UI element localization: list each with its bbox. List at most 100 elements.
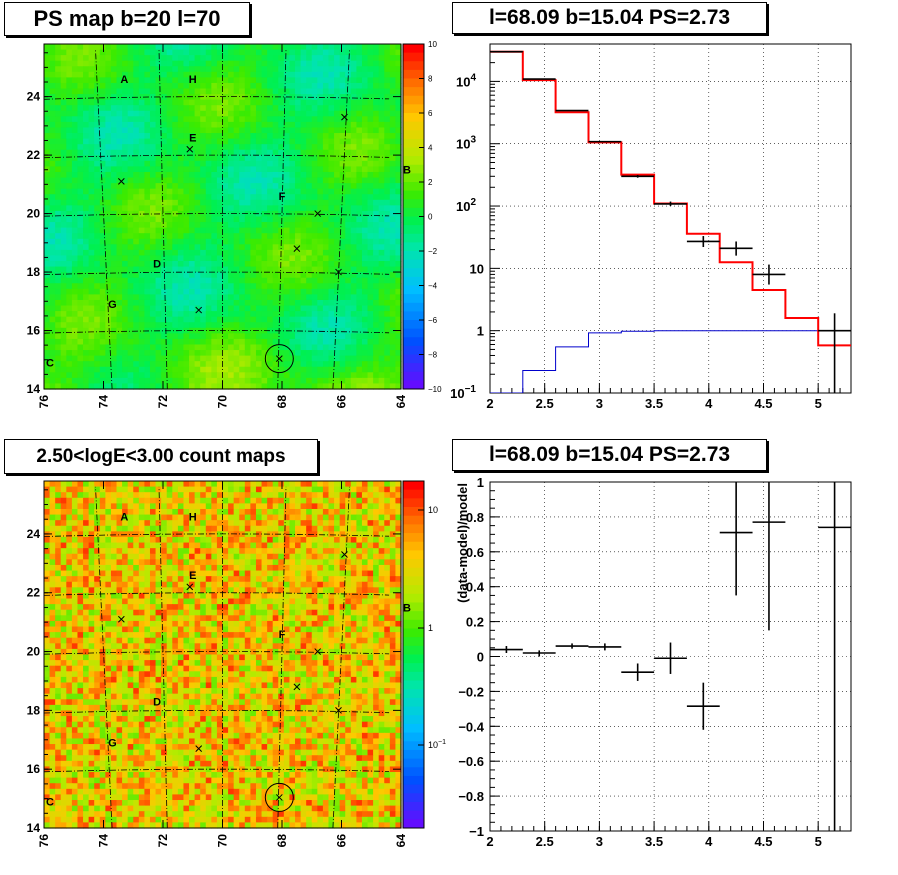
count-map-ytick-label: 16 [27,762,41,776]
count-map-colorbar-cell [403,689,424,699]
fit-plot-frame [489,43,852,394]
ps-map-source-cross [335,268,342,276]
count-map-colorbar-cell [403,628,424,638]
count-map-grid-latitude [43,710,390,714]
count-map-colorbar-cell [403,723,424,734]
count-map-colorbar-frame [402,480,425,829]
ps-map-colorbar-cell [403,294,424,304]
count-map-grid-latitude [43,592,390,596]
count-map-colorbar-label: 1 [428,623,433,633]
ps-map-grid-longitude [158,49,168,390]
count-map-source-label: A [120,511,128,523]
count-map-ytick-label: 24 [27,527,41,541]
count-map-source-cross [341,551,348,558]
resid-plot-ytick-label: −1 [469,824,484,839]
count-map-colorbar-cell [403,507,424,517]
count-map-xtick-label: 68 [275,834,289,848]
count-map-grid-longitude [332,486,350,829]
ps-map-colorbar-cell [403,268,424,278]
ps-map-ytick-label: 24 [27,90,41,104]
count-map-grid-latitude [43,768,390,773]
ps-map-colorbar-cell [403,363,424,373]
resid-plot-ylabel: (data-model)/model [455,483,470,603]
fit-plot-xtick-label: 5 [815,396,822,411]
ps-map-colorbar-cell [403,242,424,252]
resid-plot-ytick-label: 0.2 [466,615,484,630]
count-map-source-cross [314,648,322,655]
fit-plot-xtick-label: 3.5 [645,396,663,411]
ps-map-grid-latitude [43,213,390,217]
ps-map-source-cross [293,245,301,253]
count-map-colorbar-cell [403,715,424,725]
fit-plot-xtick-label: 4.5 [754,396,772,411]
count-map-colorbar-cell [403,819,424,829]
count-map-colorbar-cell [403,481,424,491]
count-map-source-label: D [153,697,161,709]
count-map-title: 2.50<logE<3.00 count maps [4,439,318,474]
count-map-xtick-label: 76 [37,834,51,848]
count-map-colorbar-cell [403,515,424,525]
ps-map-colorbar-cell [403,147,424,157]
ps-map-xtick-label: 72 [156,395,170,409]
count-map-colorbar-cell [403,810,424,820]
count-map-colorbar-cell [403,741,424,751]
fit-plot-series-group [490,50,851,393]
ps-map-source-label: C [46,358,54,370]
resid-plot-xtick-label: 3 [596,834,603,849]
ps-map-ytick-label: 16 [27,324,41,338]
count-map-grid-latitude [43,651,390,655]
ps-map-colorbar-cell [403,121,424,131]
ps-map-colorbar-cell [403,216,424,226]
count-map-source-label: F [279,629,286,641]
count-map-colorbar-cell [403,654,424,664]
count-map-colorbar-cell [403,602,424,612]
count-map-source-cross [186,583,194,591]
residual-plot-title: l=68.09 b=15.04 PS=2.73 [452,439,767,471]
ps-map-target-circle [264,344,294,374]
ps-map-ytick-label: 18 [27,265,41,279]
fit-plot-xtick-label: 4 [705,396,713,411]
ps-map-xtick-label: 70 [216,395,230,409]
ps-map-colorbar-cell [403,328,424,338]
ps-map-colorbar-cell [403,337,424,347]
ps-map-xtick-label: 66 [335,395,349,409]
count-map-colorbar-label: 10−1 [428,739,446,750]
count-map-coord-grid [43,486,390,829]
ps-map-grid-latitude [43,330,390,334]
count-map-source-cross [117,615,125,623]
count-map-xtick-label: 64 [394,834,408,848]
count-map-colorbar-cell [403,576,424,586]
ps-map-colorbar-cell [403,371,424,381]
count-map-colorbar-cell [403,637,424,647]
ps-map-colorbar-cell [403,78,424,88]
ps-map-source-label: B [403,165,411,177]
ps-map-source-label: H [189,74,197,86]
count-map-colorbar-cell [403,680,424,690]
count-map-colorbar-cell [403,758,424,768]
count-map-source-cross [335,707,342,714]
ps-map-source-label: G [108,299,117,311]
count-map-colorbar-cell [403,593,424,603]
ps-map-colorbar-cell [403,276,424,287]
ps-map-colorbar-cell [403,52,424,62]
fit-plot-ytick-label: 10−1 [450,384,476,401]
ps-map-colorbar-cell [403,259,424,269]
ps-map-colorbar-cell [403,156,424,166]
count-map-xtick-label: 70 [216,834,230,848]
resid-plot-xtick-label: 4.5 [754,834,772,849]
ps-map-source-cross [275,355,283,362]
ps-map-source-label: A [120,74,128,86]
count-map-colorbar-cell [403,524,424,534]
ps-map-colorbar-label: 0 [428,213,433,222]
count-map-colorbar-cell [403,489,424,499]
count-map-source-cross [195,745,203,752]
ps-map-colorbar-label: −2 [428,247,438,256]
count-map-colorbar-cell [403,663,424,673]
ps-map-colorbar-cell [403,285,424,295]
count-map-colorbar-cell [403,801,424,812]
count-map-source-label: H [189,511,197,523]
resid-plot-xtick-label: 5 [815,834,822,849]
count-map-source-label: G [108,738,117,750]
ps-map-colorbar-cell [403,69,424,80]
